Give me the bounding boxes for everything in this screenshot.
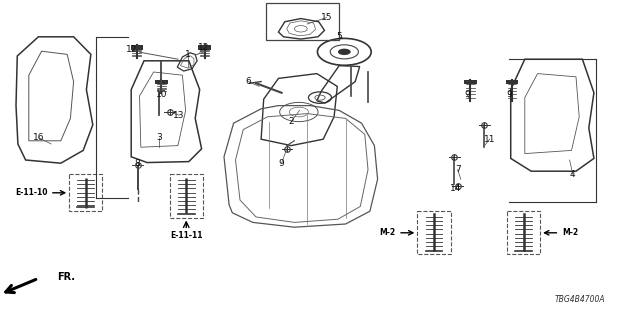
Text: 9: 9 [506, 90, 511, 99]
Bar [266, 3, 339, 40]
Bar [69, 174, 102, 211]
Bar [131, 45, 143, 50]
Bar [170, 174, 203, 218]
Text: 16: 16 [33, 133, 44, 142]
Text: E-11-11: E-11-11 [170, 231, 202, 240]
Text: 3: 3 [156, 133, 161, 142]
Text: TBG4B4700A: TBG4B4700A [554, 295, 605, 304]
Text: 6: 6 [246, 77, 251, 86]
Text: 10: 10 [156, 90, 168, 99]
Circle shape [338, 49, 351, 55]
Bar [155, 80, 168, 84]
Text: 15: 15 [321, 13, 332, 22]
Text: M-2: M-2 [562, 228, 578, 237]
Text: FR.: FR. [58, 272, 76, 282]
Text: 2: 2 [289, 117, 294, 126]
Text: 1: 1 [185, 50, 190, 59]
Text: 14: 14 [450, 184, 461, 193]
Bar [464, 80, 477, 84]
Text: 12: 12 [198, 44, 209, 52]
Text: 7: 7 [455, 165, 460, 174]
Bar [507, 211, 540, 254]
Text: E-11-10: E-11-10 [15, 188, 48, 197]
Text: 4: 4 [570, 170, 575, 179]
Text: 12: 12 [125, 45, 137, 54]
Text: 8: 8 [135, 159, 140, 168]
Text: 13: 13 [173, 111, 185, 120]
Text: 11: 11 [484, 135, 495, 144]
Bar [198, 45, 211, 50]
Bar [506, 80, 518, 84]
Text: M-2: M-2 [380, 228, 396, 237]
Text: 5: 5 [337, 32, 342, 41]
Text: 9: 9 [465, 90, 470, 99]
Bar [417, 211, 451, 254]
Text: 9: 9 [279, 159, 284, 168]
